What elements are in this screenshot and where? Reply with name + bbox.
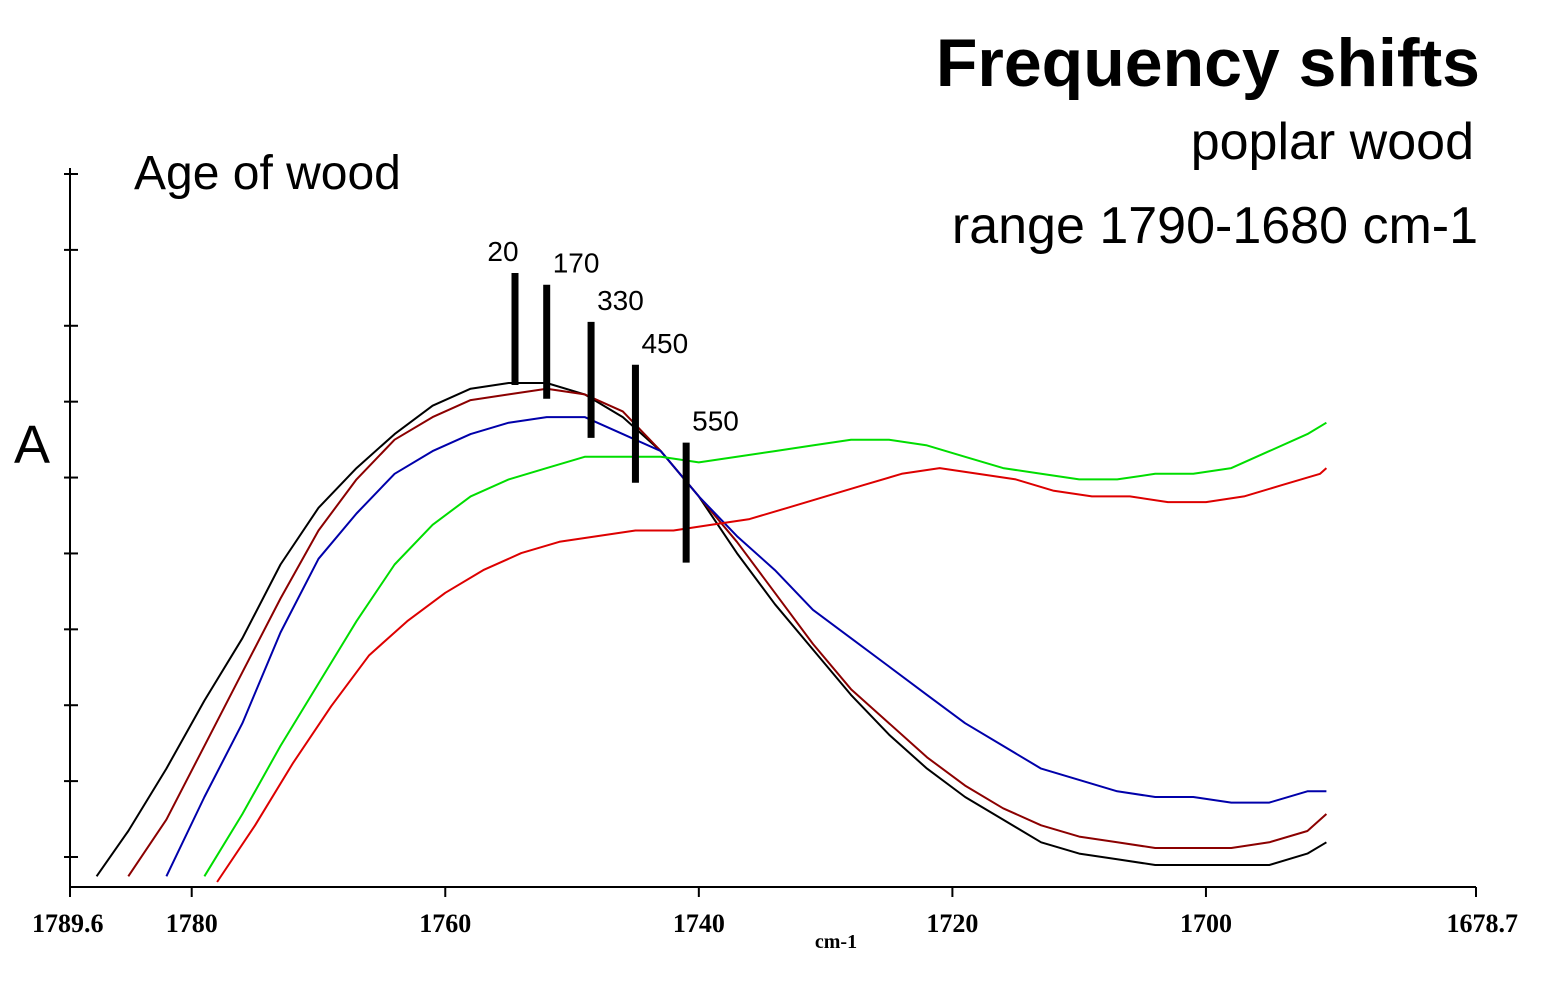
chart-title: Frequency shifts <box>935 25 1480 101</box>
series-line-170 <box>127 387 1328 877</box>
x-tick-label: 1760 <box>419 909 471 938</box>
y-axis-label: A <box>14 415 51 475</box>
x-tick-label: 1678.7 <box>1447 909 1519 938</box>
x-tick-label: 1740 <box>673 909 725 938</box>
chart-subtitle: poplar wood <box>1190 113 1474 171</box>
series-lines <box>95 382 1328 883</box>
legend-title: Age of wood <box>134 147 401 200</box>
x-tick-label: 1700 <box>1180 909 1232 938</box>
axes: 1789.6 1780 1760 1740 1720 1700 1678.7 <box>32 168 1518 938</box>
range-label: range 1790-1680 cm-1 <box>951 197 1478 255</box>
x-tick-label: 1720 <box>926 909 978 938</box>
x-tick-label: 1789.6 <box>32 909 104 938</box>
series-line-330 <box>165 416 1327 877</box>
series-line-550 <box>216 467 1328 883</box>
x-tick-label: 1780 <box>166 909 218 938</box>
marker-label-450: 450 <box>641 328 688 359</box>
marker-label-20: 20 <box>487 236 518 267</box>
marker-label-330: 330 <box>597 285 644 316</box>
marker-label-550: 550 <box>692 406 739 437</box>
series-line-450 <box>203 421 1327 877</box>
x-axis-label: cm-1 <box>815 931 857 953</box>
marker-label-170: 170 <box>553 248 600 279</box>
peak-markers: 20 170 330 450 550 <box>487 236 739 563</box>
